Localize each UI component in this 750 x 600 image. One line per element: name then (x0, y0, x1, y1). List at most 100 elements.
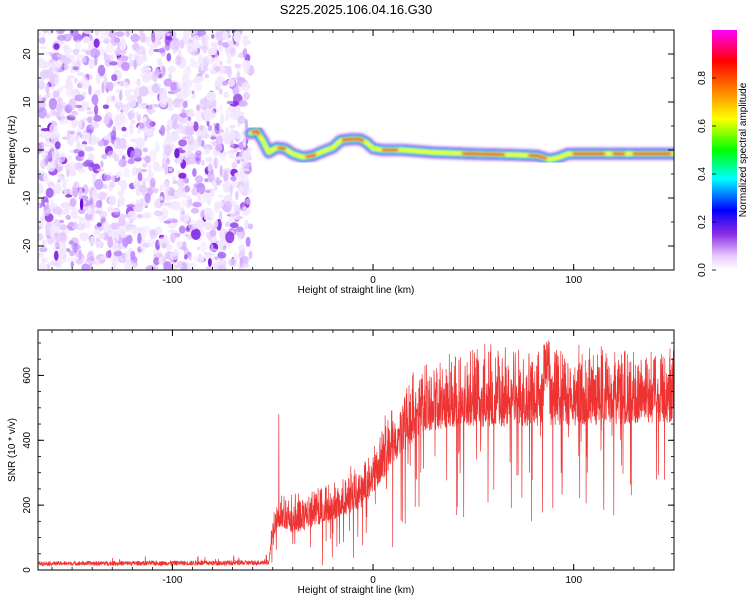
noise-blob (222, 80, 228, 86)
noise-blob (229, 46, 237, 57)
noise-blob (129, 123, 134, 135)
noise-blob (176, 94, 182, 99)
noise-blob (231, 161, 238, 170)
noise-blob (63, 44, 69, 54)
noise-blob (135, 199, 141, 204)
noise-blob (135, 45, 146, 55)
noise-blob (175, 81, 186, 90)
noise-blob (142, 117, 148, 123)
noise-blob (195, 73, 204, 83)
noise-blob (215, 135, 224, 147)
noise-blob (242, 60, 251, 71)
noise-blob (115, 31, 125, 37)
noise-blob (78, 249, 82, 261)
noise-blob (115, 88, 121, 94)
noise-blob (119, 137, 127, 149)
noise-blob (134, 203, 144, 213)
noise-blob (130, 250, 136, 261)
noise-blob (243, 91, 251, 101)
noise-blob (124, 250, 130, 262)
noise-blob (154, 30, 163, 39)
noise-blob (236, 231, 243, 237)
noise-blob (45, 92, 51, 98)
noise-blob (142, 147, 148, 153)
noise-blob (89, 121, 100, 130)
spectrogram-ytick-label: -20 (22, 238, 33, 253)
snr-ytick-label: 0 (22, 567, 33, 573)
noise-blob (57, 97, 63, 104)
noise-blob (183, 68, 192, 75)
noise-blob (38, 252, 44, 258)
noise-blob (187, 145, 193, 155)
noise-blob (229, 124, 236, 129)
noise-blob (217, 194, 224, 198)
noise-blob (230, 180, 239, 189)
noise-blob (55, 103, 63, 113)
noise-blob (72, 66, 79, 71)
noise-blob (60, 176, 66, 182)
noise-blob (48, 97, 58, 110)
noise-blob (58, 117, 69, 125)
noise-blob (127, 226, 138, 230)
noise-blob (45, 82, 50, 94)
noise-blob (56, 53, 64, 59)
noise-blob (93, 228, 101, 235)
noise-blob (223, 134, 231, 145)
noise-blob (123, 214, 131, 218)
noise-blob (57, 158, 63, 168)
noise-blob (248, 250, 253, 260)
noise-blob (56, 30, 65, 35)
noise-blob (67, 257, 77, 263)
noise-blob (103, 114, 110, 126)
noise-blob (188, 43, 196, 48)
noise-blob (39, 247, 48, 253)
colorbar-tick-label: 0.8 (697, 71, 708, 85)
ridge-peak (251, 128, 261, 136)
noise-blob (222, 31, 229, 41)
noise-blob (83, 30, 93, 34)
noise-blob (43, 205, 51, 217)
noise-blob (106, 81, 114, 92)
noise-blob (245, 198, 252, 205)
noise-blob (86, 111, 94, 115)
noise-blob (146, 37, 151, 47)
noise-blob (225, 109, 230, 121)
noise-blob (114, 50, 122, 56)
noise-blob (166, 32, 171, 37)
noise-blob (71, 243, 81, 251)
noise-blob (52, 203, 58, 209)
noise-blob (154, 141, 160, 154)
noise-blob (219, 46, 223, 52)
noise-blob (229, 109, 238, 119)
noise-blob (170, 114, 179, 123)
noise-blob (133, 184, 139, 189)
noise-blob (65, 214, 71, 220)
noise-blob (230, 175, 237, 182)
noise-blob (234, 172, 242, 177)
noise-blob (127, 110, 136, 120)
noise-blob (159, 202, 170, 207)
noise-blob (235, 226, 244, 232)
noise-blob (234, 205, 241, 214)
noise-blob (121, 61, 130, 71)
noise-blob (166, 52, 172, 62)
noise-blob (187, 134, 194, 146)
noise-blob (38, 37, 46, 44)
noise-blob (158, 48, 166, 54)
noise-blob (105, 44, 115, 53)
noise-blob (136, 95, 143, 105)
noise-blob (215, 143, 223, 152)
noise-blob (198, 124, 205, 131)
noise-blob (100, 32, 109, 41)
noise-blob (193, 121, 199, 132)
noise-blob (111, 74, 118, 82)
noise-blob (110, 54, 115, 63)
noise-blob (193, 255, 200, 262)
spectrogram-xtick-label: 100 (565, 275, 582, 286)
noise-blob (94, 178, 104, 190)
noise-blob (154, 226, 163, 235)
noise-blob (207, 197, 211, 206)
noise-blob (130, 262, 138, 269)
noise-blob (171, 121, 179, 130)
noise-blob (163, 181, 171, 193)
